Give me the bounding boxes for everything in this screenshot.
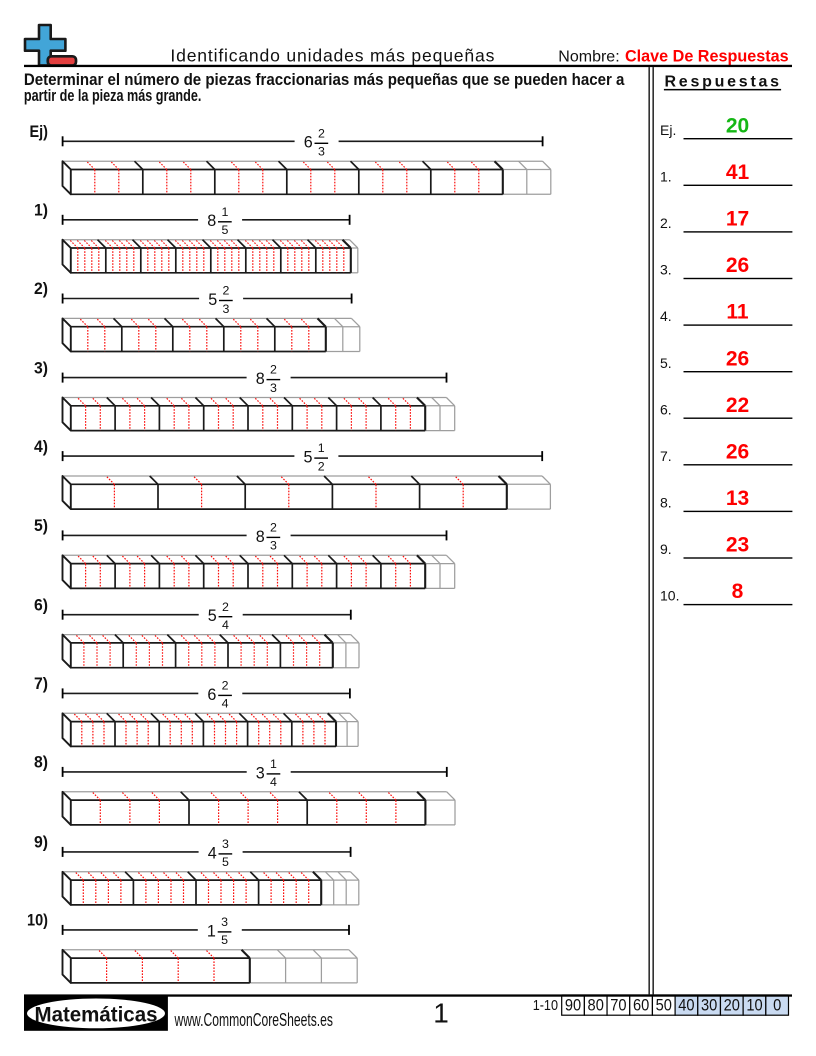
svg-text:Matemáticas: Matemáticas <box>35 1003 158 1027</box>
svg-text:10): 10) <box>27 912 48 930</box>
svg-text:3): 3) <box>34 359 48 377</box>
svg-text:20: 20 <box>726 114 749 137</box>
svg-text:6): 6) <box>34 596 48 614</box>
svg-text:1: 1 <box>221 205 228 219</box>
svg-text:Nombre:: Nombre: <box>558 49 619 66</box>
svg-text:5: 5 <box>221 223 228 237</box>
svg-text:20: 20 <box>724 997 740 1015</box>
svg-text:2: 2 <box>318 459 325 473</box>
svg-text:2: 2 <box>222 600 229 614</box>
svg-text:10: 10 <box>746 997 762 1015</box>
svg-text:Ej): Ej) <box>30 123 49 141</box>
svg-text:7): 7) <box>34 675 48 693</box>
svg-text:2): 2) <box>34 280 48 298</box>
svg-text:www.CommonCoreSheets.es: www.CommonCoreSheets.es <box>174 1009 333 1030</box>
svg-text:17: 17 <box>726 208 749 231</box>
svg-text:1-10: 1-10 <box>533 997 558 1014</box>
svg-text:3: 3 <box>221 915 228 929</box>
svg-text:1: 1 <box>433 998 449 1029</box>
svg-text:2: 2 <box>222 284 229 298</box>
svg-text:2: 2 <box>270 363 277 377</box>
svg-text:10.: 10. <box>660 588 679 604</box>
svg-text:22: 22 <box>726 394 749 417</box>
svg-text:23: 23 <box>726 534 749 557</box>
svg-text:1: 1 <box>270 757 277 771</box>
svg-text:5: 5 <box>222 855 229 869</box>
svg-text:3: 3 <box>256 763 265 782</box>
svg-text:4.: 4. <box>660 308 672 324</box>
svg-text:Clave De Respuestas: Clave De Respuestas <box>625 48 789 66</box>
svg-text:1: 1 <box>318 441 325 455</box>
svg-text:6.: 6. <box>660 401 672 417</box>
svg-text:3.: 3. <box>660 262 672 278</box>
svg-text:Respuestas: Respuestas <box>665 74 782 91</box>
svg-text:5: 5 <box>208 606 217 625</box>
svg-text:4: 4 <box>222 697 229 711</box>
svg-text:5.: 5. <box>660 355 672 371</box>
svg-text:41: 41 <box>726 161 750 184</box>
svg-text:90: 90 <box>565 997 581 1015</box>
svg-text:60: 60 <box>633 997 649 1015</box>
svg-text:26: 26 <box>726 440 749 463</box>
svg-text:6: 6 <box>207 685 216 704</box>
svg-text:3: 3 <box>222 302 229 316</box>
svg-text:3: 3 <box>318 145 325 159</box>
svg-text:13: 13 <box>726 487 749 510</box>
svg-text:26: 26 <box>726 347 749 370</box>
svg-text:1: 1 <box>207 921 216 940</box>
svg-text:9): 9) <box>34 834 48 852</box>
svg-text:26: 26 <box>726 254 749 277</box>
svg-text:8): 8) <box>34 754 48 772</box>
svg-text:0: 0 <box>773 997 781 1015</box>
svg-text:8: 8 <box>256 369 265 388</box>
svg-text:11: 11 <box>726 301 749 324</box>
svg-text:2: 2 <box>318 126 325 140</box>
svg-text:1): 1) <box>34 202 48 220</box>
svg-text:8.: 8. <box>660 495 672 511</box>
svg-text:2: 2 <box>270 521 277 535</box>
svg-text:50: 50 <box>656 997 672 1015</box>
svg-text:1.: 1. <box>660 168 672 184</box>
svg-text:8: 8 <box>732 580 744 603</box>
svg-text:Determinar el número de piezas: Determinar el número de piezas fracciona… <box>24 70 625 89</box>
svg-text:2: 2 <box>222 679 229 693</box>
svg-text:partir de la pieza más grande.: partir de la pieza más grande. <box>24 86 202 105</box>
svg-text:4: 4 <box>208 843 217 862</box>
svg-text:Identificando unidades más peq: Identificando unidades más pequeñas <box>170 45 494 65</box>
svg-text:70: 70 <box>610 997 626 1015</box>
svg-text:3: 3 <box>270 539 277 553</box>
svg-text:7.: 7. <box>660 448 672 464</box>
svg-text:Ej.: Ej. <box>660 122 676 138</box>
svg-text:8: 8 <box>207 211 216 230</box>
svg-text:5): 5) <box>34 517 48 535</box>
svg-text:30: 30 <box>701 997 717 1015</box>
svg-text:40: 40 <box>678 997 694 1015</box>
svg-text:3: 3 <box>270 381 277 395</box>
svg-text:8: 8 <box>256 527 265 546</box>
svg-text:5: 5 <box>208 290 217 309</box>
svg-text:4): 4) <box>34 438 48 456</box>
svg-text:80: 80 <box>588 997 604 1015</box>
svg-text:4: 4 <box>222 618 229 632</box>
svg-text:5: 5 <box>221 933 228 947</box>
svg-text:5: 5 <box>304 448 313 467</box>
svg-text:6: 6 <box>304 133 313 152</box>
svg-text:4: 4 <box>270 775 277 789</box>
svg-text:2.: 2. <box>660 215 672 231</box>
svg-text:9.: 9. <box>660 541 672 557</box>
svg-text:3: 3 <box>222 837 229 851</box>
